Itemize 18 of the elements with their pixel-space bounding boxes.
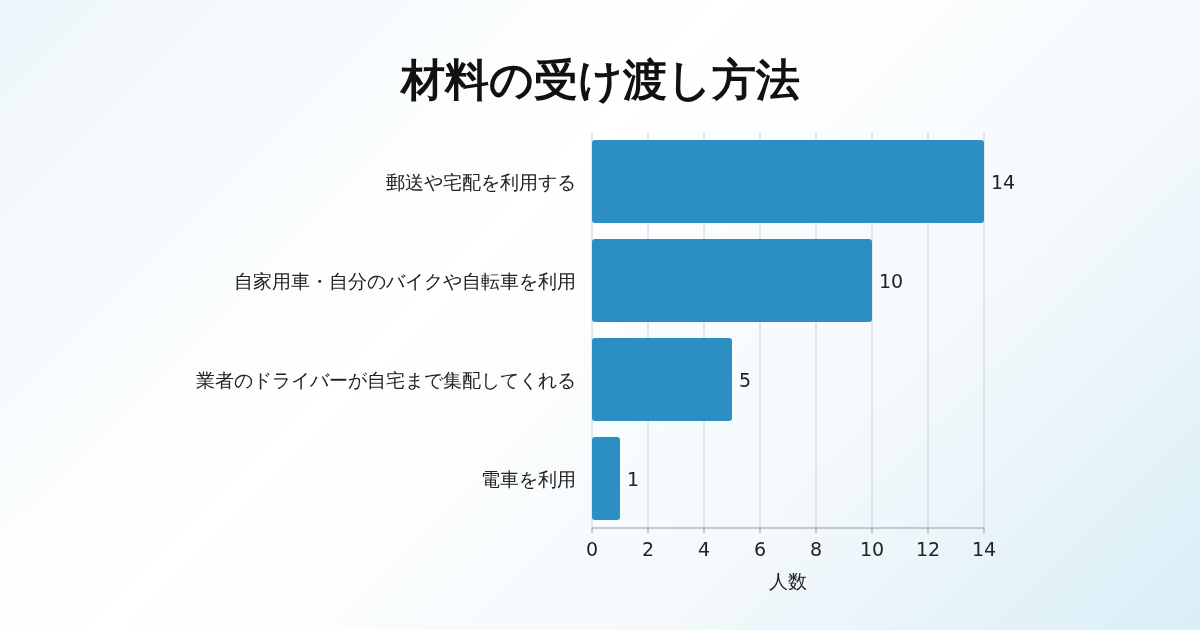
x-tick-label: 10 <box>859 538 885 560</box>
x-tick-label: 14 <box>971 538 997 560</box>
x-tick-label: 4 <box>697 538 711 560</box>
y-tick-label: 電車を利用 <box>481 467 576 490</box>
x-tick-label: 2 <box>641 538 655 560</box>
x-tick-label: 0 <box>585 538 599 560</box>
y-tick-label: 業者のドライバーが自宅まで集配してくれる <box>196 368 576 391</box>
x-axis-title: 人数 <box>769 570 807 592</box>
data-label: 10 <box>879 269 904 292</box>
y-tick-label: 郵送や宅配を利用する <box>386 170 576 193</box>
chart-title: 材料の受け渡し方法 <box>398 54 800 105</box>
data-label: 5 <box>739 368 752 391</box>
x-tick-label: 12 <box>915 538 941 560</box>
data-label: 14 <box>991 170 1016 193</box>
x-tick-label: 8 <box>809 538 823 560</box>
data-label: 1 <box>627 467 640 490</box>
y-tick-label: 自家用車・自分のバイクや自転車を利用 <box>234 269 576 292</box>
x-tick-label: 6 <box>753 538 767 560</box>
